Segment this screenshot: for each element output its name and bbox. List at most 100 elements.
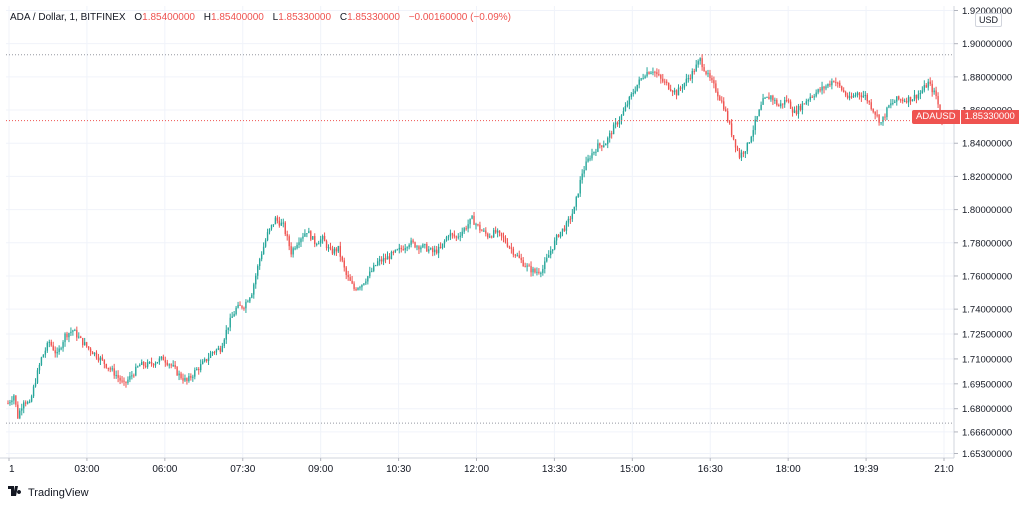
time-axis[interactable]: 1 03:00 06:00 07:30 09:00 10:30 12:00 13:30 15:0…: [0, 457, 954, 475]
tradingview-logo-icon: [8, 486, 24, 499]
candle-up: [483, 230, 485, 232]
candle-up: [199, 364, 202, 371]
candle-up: [420, 247, 422, 250]
candle-down: [142, 362, 145, 366]
candle-up: [215, 349, 218, 353]
price-tick-label: 1.72500000: [962, 330, 1012, 341]
candle-up: [673, 90, 676, 93]
candle-down: [689, 78, 692, 80]
candle-up: [575, 197, 577, 207]
candle-up: [369, 271, 371, 277]
candle-up: [646, 72, 648, 77]
candle-up: [316, 243, 318, 245]
candle-up: [78, 336, 80, 338]
candle-up: [28, 401, 31, 403]
candle-up: [608, 133, 611, 138]
candle-down: [144, 365, 147, 367]
candle-up: [225, 329, 227, 340]
candle-down: [205, 359, 208, 361]
candle-up: [496, 230, 499, 233]
candle-down: [343, 260, 345, 268]
candle-up: [907, 96, 910, 103]
candle-down: [400, 247, 402, 250]
candle-down: [782, 103, 784, 105]
candle-down: [502, 236, 505, 238]
candle-up: [880, 122, 882, 124]
candle-up: [886, 107, 888, 118]
candle-up: [184, 378, 186, 381]
candle-down: [239, 304, 241, 306]
candle-down: [846, 95, 849, 98]
candle-up: [447, 236, 450, 238]
candle-up: [262, 246, 265, 255]
candle-up: [605, 144, 607, 146]
currency-unit-label[interactable]: USD: [975, 13, 1003, 27]
candle-up: [923, 85, 926, 91]
candle-up: [542, 268, 544, 273]
candle-down: [243, 307, 245, 309]
candle-up: [634, 90, 636, 94]
candle-up: [626, 104, 629, 107]
candle-down: [276, 217, 279, 221]
candle-up: [571, 213, 574, 220]
candle-up: [805, 101, 808, 104]
candle-up: [99, 357, 102, 361]
candle-up: [774, 99, 776, 101]
candle-up: [304, 233, 306, 237]
candle-down: [150, 362, 153, 364]
price-axis[interactable]: 1.920000001.900000001.880000001.86000000…: [953, 6, 1012, 460]
candle-up: [296, 245, 298, 249]
candle-down: [837, 82, 839, 84]
candle-down: [54, 350, 56, 354]
time-tick-label: 15:00: [620, 464, 645, 475]
price-tick-label: 1.90000000: [962, 39, 1012, 50]
candle-up: [685, 78, 688, 84]
candle-down: [723, 101, 725, 110]
candle-down: [858, 92, 861, 96]
candle-up: [235, 307, 237, 315]
candle-down: [182, 378, 184, 381]
candle-down: [198, 368, 200, 371]
candle-up: [618, 120, 621, 125]
candle-up: [266, 232, 269, 241]
candle-up: [327, 247, 330, 249]
chart-legend: ADA / Dollar, 1, BITFINEX O1.85400000 H1…: [10, 12, 517, 23]
candle-down: [87, 346, 90, 349]
candle-up: [764, 97, 766, 99]
candle-up: [382, 258, 385, 262]
tradingview-branding[interactable]: TradingView: [8, 486, 89, 499]
candle-up: [471, 215, 473, 219]
candle-down: [524, 266, 526, 268]
candle-up: [376, 261, 379, 266]
candle-up: [127, 379, 129, 383]
candle-down: [331, 249, 334, 254]
candle-down: [162, 356, 165, 361]
candle-down: [174, 364, 176, 368]
candle-down: [738, 150, 741, 158]
candle-up: [294, 248, 296, 250]
symbol-label: ADA / Dollar, 1, BITFINEX: [10, 12, 126, 23]
candle-down: [530, 265, 532, 273]
candle-up: [862, 95, 865, 98]
candle-down: [380, 259, 383, 262]
candle-up: [298, 242, 300, 246]
candle-up: [337, 245, 340, 252]
candle-down: [709, 73, 711, 79]
candle-up: [638, 79, 640, 85]
candle-down: [76, 330, 78, 338]
candle-down: [491, 236, 493, 238]
candle-up: [135, 366, 137, 376]
candle-down: [514, 254, 517, 256]
candle-up: [793, 110, 796, 113]
candle-down: [510, 247, 513, 249]
candle-down: [91, 351, 94, 355]
candle-up: [921, 90, 924, 93]
candle-up: [573, 206, 575, 214]
candle-up: [211, 352, 214, 354]
candle-down: [844, 91, 847, 96]
candle-down: [113, 368, 115, 376]
candle-up: [553, 240, 556, 250]
candle-up: [207, 357, 210, 361]
candle-down: [435, 249, 438, 254]
